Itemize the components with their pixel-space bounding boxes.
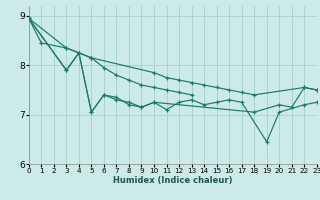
X-axis label: Humidex (Indice chaleur): Humidex (Indice chaleur) — [113, 176, 233, 185]
